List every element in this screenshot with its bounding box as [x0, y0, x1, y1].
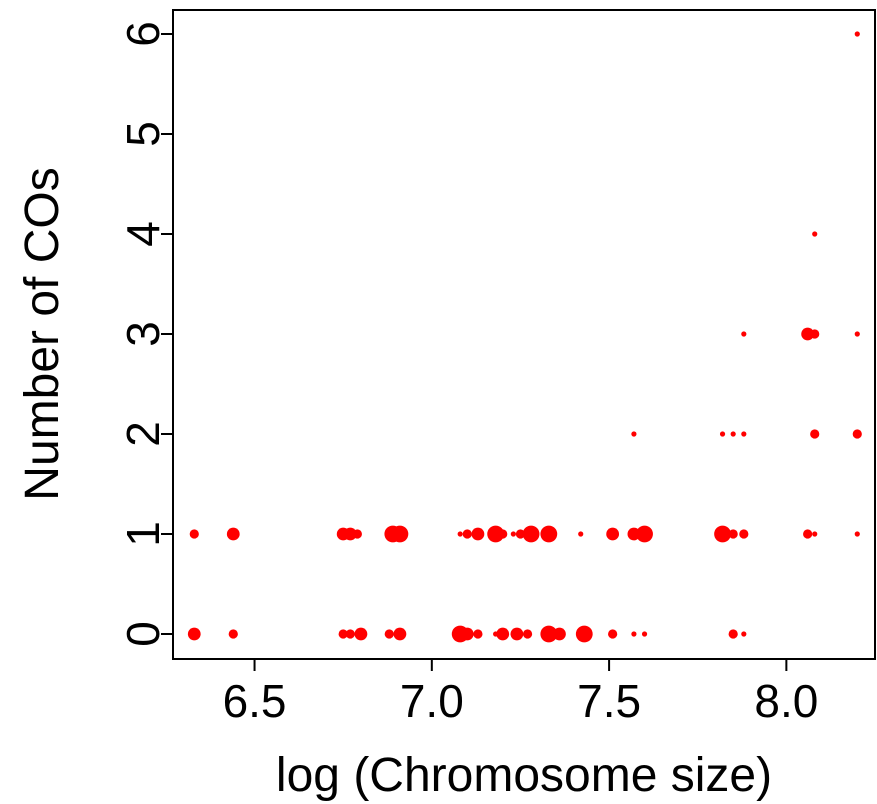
data-point — [728, 629, 738, 639]
data-point — [741, 631, 747, 637]
data-point — [345, 629, 355, 639]
data-point — [575, 625, 593, 643]
data-point — [457, 531, 463, 537]
data-point — [739, 529, 749, 539]
data-point — [498, 529, 508, 539]
data-point — [606, 527, 620, 541]
data-point — [540, 625, 558, 643]
data-point — [854, 331, 860, 337]
y-tick-label: 3 — [117, 321, 169, 347]
data-point — [803, 529, 813, 539]
data-point — [471, 527, 485, 541]
data-point — [728, 529, 738, 539]
data-points — [187, 31, 862, 643]
data-point — [228, 629, 238, 639]
data-point — [226, 527, 240, 541]
x-tick-label: 7.0 — [400, 675, 464, 727]
data-point — [487, 525, 505, 543]
data-point — [854, 31, 860, 37]
data-point — [730, 431, 736, 437]
data-point — [812, 231, 818, 237]
data-point — [187, 627, 201, 641]
data-point — [631, 631, 637, 637]
data-point — [391, 525, 409, 543]
data-point — [714, 525, 731, 543]
data-point — [510, 531, 516, 537]
data-point — [384, 629, 394, 639]
data-point — [641, 631, 648, 637]
x-tick-label: 6.5 — [223, 675, 287, 727]
data-point — [393, 627, 407, 641]
data-point — [522, 525, 540, 543]
data-point — [189, 529, 199, 539]
x-axis-title: log (Chromosome size) — [276, 749, 772, 802]
data-point — [343, 527, 357, 541]
data-point — [810, 429, 820, 439]
x-tick-label: 8.0 — [754, 675, 818, 727]
y-tick-label: 0 — [117, 621, 169, 647]
x-tick-label: 7.5 — [577, 675, 641, 727]
data-point — [719, 431, 726, 437]
data-point — [741, 331, 747, 337]
data-point — [801, 327, 815, 341]
data-point — [462, 529, 472, 539]
data-point — [496, 627, 510, 641]
y-tick-label: 5 — [117, 121, 169, 147]
x-axis: 6.5 7.0 7.5 8.0 — [223, 659, 818, 727]
data-point — [473, 629, 483, 639]
data-point — [460, 627, 474, 641]
data-point — [852, 429, 862, 439]
data-point — [515, 529, 526, 539]
data-point — [578, 531, 584, 537]
data-point — [338, 629, 348, 639]
plot-frame — [172, 9, 876, 660]
y-axis: 0 1 2 3 4 5 6 — [117, 21, 173, 647]
data-point — [510, 627, 524, 641]
data-point — [810, 329, 820, 339]
y-tick-label: 2 — [117, 421, 169, 447]
data-point — [812, 531, 818, 537]
data-point — [540, 525, 558, 543]
y-axis-title: Number of COs — [16, 167, 69, 500]
y-tick-label: 1 — [117, 521, 169, 547]
data-point — [741, 431, 747, 437]
data-point — [608, 629, 618, 639]
data-point — [522, 629, 533, 639]
data-point — [352, 529, 362, 539]
data-point — [854, 531, 860, 537]
data-point — [354, 627, 368, 641]
y-tick-label: 6 — [117, 21, 169, 47]
data-point — [553, 627, 566, 641]
y-tick-label: 4 — [117, 221, 169, 247]
data-point — [631, 431, 637, 437]
data-point — [636, 525, 653, 543]
